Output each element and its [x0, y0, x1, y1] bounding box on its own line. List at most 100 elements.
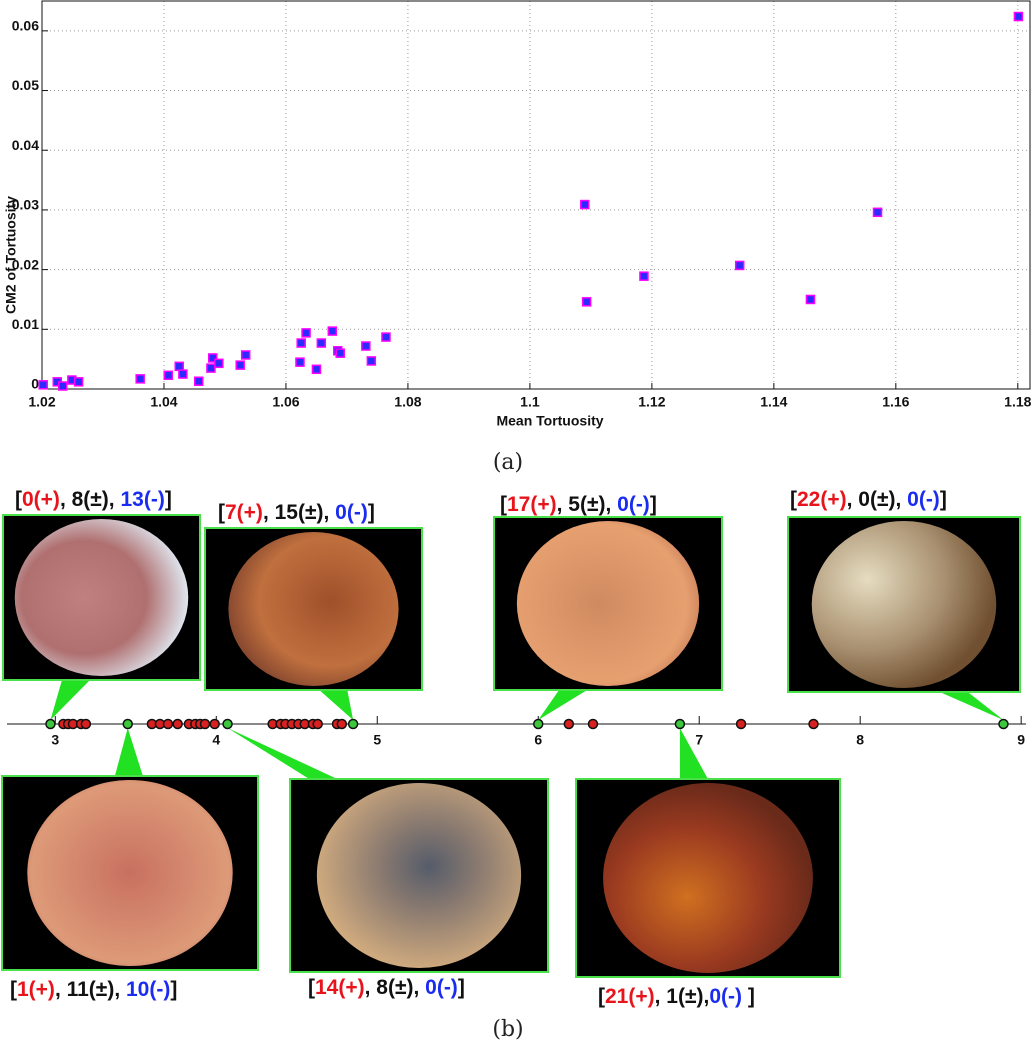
x-tick-label: 1.02: [28, 394, 55, 410]
y-tick-label: 0.05: [12, 77, 39, 93]
point: [805, 294, 816, 305]
point: [735, 718, 747, 730]
label-part: , 0(±),: [847, 488, 908, 511]
point: [361, 341, 371, 351]
fundus-image: [316, 783, 522, 968]
y-tick-label: 0.03: [12, 197, 39, 213]
x-tick-label: 8: [856, 732, 864, 748]
pointer: [679, 728, 708, 779]
fundus-image: [228, 532, 399, 686]
fundus-image: [14, 519, 189, 676]
point: [301, 328, 311, 338]
y-axis-label: CM2 of Tortuosity: [3, 196, 19, 314]
y-tick-label: 0.04: [12, 137, 39, 153]
fundus-image: [27, 780, 233, 966]
x-tick-label: 5: [373, 732, 381, 748]
thumbnail-label: [22(+), 0(±), 0(-)]: [790, 488, 947, 511]
caption: (a): [493, 450, 523, 475]
point: [532, 718, 544, 730]
point: [193, 376, 204, 386]
label-part: 14(+): [315, 976, 365, 999]
pointer: [939, 692, 1004, 720]
label-part: , 5(±),: [557, 493, 618, 516]
point: [240, 350, 251, 360]
point: [674, 718, 686, 730]
point: [178, 369, 188, 379]
y-tick-label: 0: [31, 376, 39, 392]
label-part: [: [308, 976, 315, 999]
point: [639, 271, 649, 281]
point: [381, 332, 391, 342]
point: [998, 718, 1009, 730]
label-part: ]: [165, 488, 172, 511]
thumbnail-label: [21(+), 1(±),0(-) ]: [598, 985, 755, 1008]
y-tick-label: 0.06: [12, 18, 39, 34]
pointer: [319, 690, 354, 720]
label-part: , 8(±),: [365, 976, 426, 999]
label-part: 0(-): [335, 501, 368, 524]
point: [366, 356, 377, 366]
point: [222, 718, 233, 730]
label-part: [: [10, 978, 17, 1001]
x-tick-label: 3: [51, 732, 59, 748]
point: [122, 718, 133, 730]
pointer: [114, 728, 143, 776]
point: [162, 718, 174, 730]
plot-frame: [41, 0, 1031, 390]
point: [45, 718, 56, 730]
caption: (b): [492, 1017, 523, 1042]
thumbnail-label: [7(+), 15(±), 0(-)]: [218, 501, 375, 524]
x-tick-label: 6: [534, 732, 542, 748]
x-tick-label: 1.06: [272, 394, 299, 410]
y-tick-label: 0.02: [12, 256, 39, 272]
point: [296, 338, 306, 348]
label-part: ]: [650, 493, 657, 516]
x-tick-label: 1.04: [150, 394, 177, 410]
thumbnail-label: [1(+), 11(±), 10(-)]: [10, 978, 177, 1001]
x-tick-label: 1.12: [638, 394, 665, 410]
point: [587, 718, 599, 730]
plot-area: [42, 1, 1030, 389]
label-part: 22(+): [797, 488, 847, 511]
point: [208, 353, 218, 363]
point: [73, 377, 84, 387]
label-part: 0(-): [907, 488, 940, 511]
x-tick-label: 4: [212, 732, 220, 748]
point: [327, 326, 338, 336]
label-part: 1(+): [17, 978, 55, 1001]
x-tick-label: 1.16: [882, 394, 909, 410]
pointer: [227, 728, 338, 779]
x-tick-label: 1.18: [1004, 394, 1031, 410]
label-part: 17(+): [507, 493, 557, 516]
point: [163, 370, 173, 381]
point: [312, 718, 323, 730]
label-part: ]: [742, 985, 755, 1008]
label-part: [: [500, 493, 507, 516]
point: [172, 718, 183, 730]
label-part: , 11(±),: [55, 978, 126, 1001]
point: [235, 360, 245, 370]
point: [174, 361, 184, 372]
label-part: , 15(±),: [263, 501, 335, 524]
label-part: [: [598, 985, 605, 1008]
label-part: ]: [170, 978, 177, 1001]
label-part: ]: [368, 501, 375, 524]
label-part: 21(+): [605, 985, 655, 1008]
label-part: ]: [458, 976, 465, 999]
x-tick-label: 1.14: [760, 394, 787, 410]
point: [316, 338, 327, 348]
point: [80, 718, 92, 730]
point: [581, 297, 592, 307]
label-part: 0(-): [617, 493, 650, 516]
point: [135, 374, 145, 384]
point: [563, 718, 575, 730]
point: [1013, 11, 1024, 22]
point: [336, 718, 348, 730]
thumbnail-label: [0(+), 8(±), 13(-)]: [15, 488, 172, 511]
point: [38, 380, 48, 390]
label-part: 0(-): [709, 985, 742, 1008]
thumbnail-label: [14(+), 8(±), 0(-)]: [308, 976, 465, 999]
fundus-image: [811, 521, 997, 688]
point: [347, 718, 359, 730]
